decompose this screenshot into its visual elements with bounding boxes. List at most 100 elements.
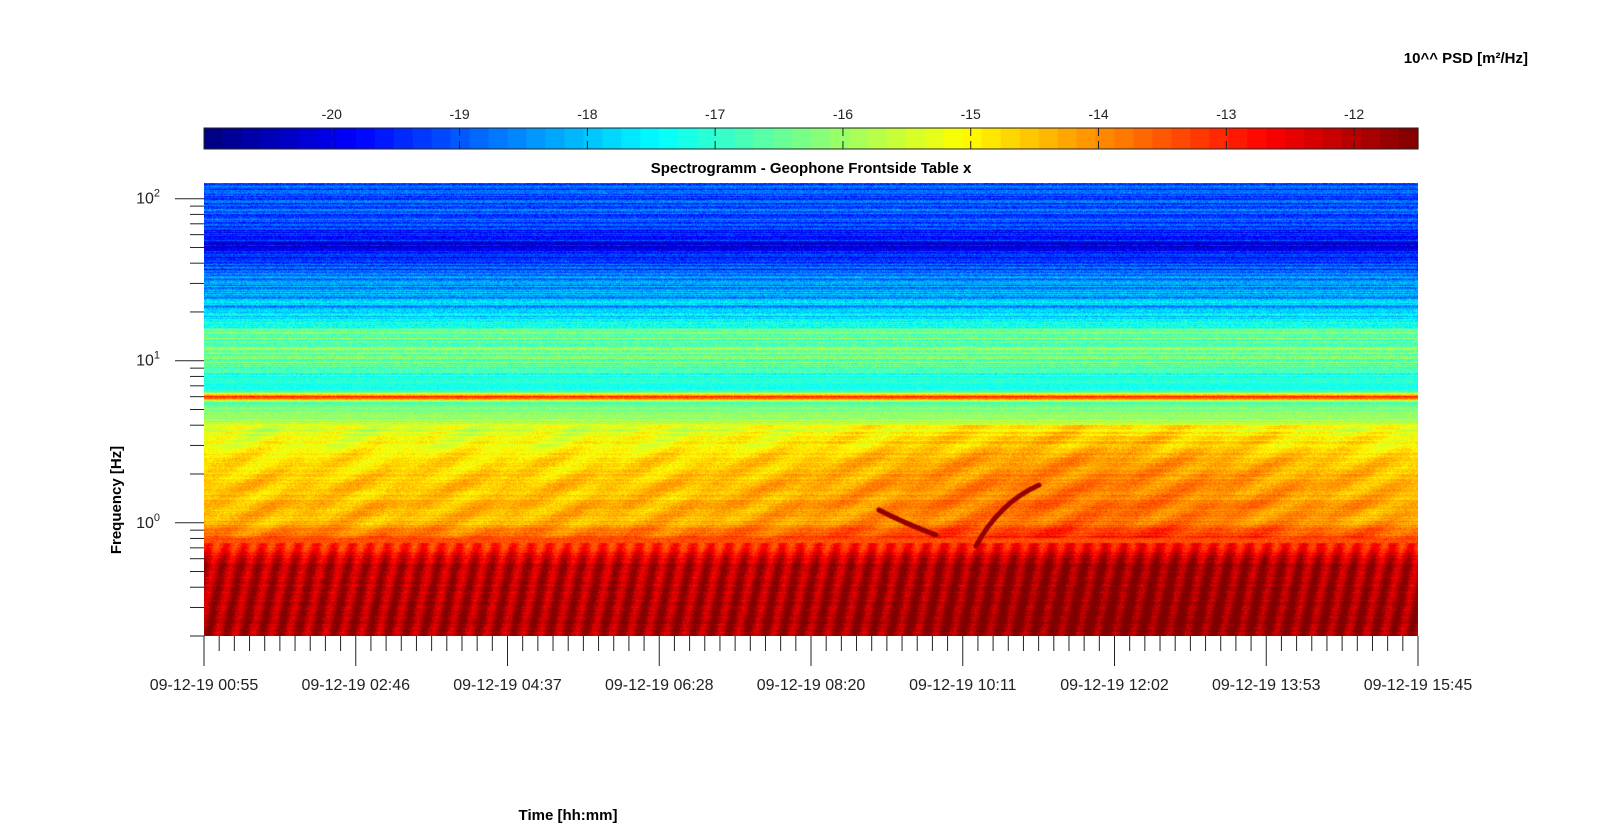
- colorbar-cell: [1342, 128, 1362, 149]
- y-axis-ticks: 102 101 100: [136, 188, 204, 532]
- x-tick-label: 09-12-19 15:45: [1364, 677, 1473, 694]
- colorbar-tick-label: -17: [705, 106, 725, 122]
- colorbar-label: 10^^ PSD [m²/Hz]: [1404, 50, 1528, 67]
- colorbar-cell: [924, 128, 945, 149]
- y-tick-label: 101: [136, 350, 160, 370]
- colorbar-cell: [678, 128, 698, 149]
- colorbar-cell: [222, 128, 243, 149]
- y-minor-ticks: [190, 205, 204, 637]
- x-axis-label: Time [hh:mm]: [519, 807, 618, 824]
- colorbar-cell: [1228, 128, 1248, 149]
- x-minor-ticks: [218, 636, 1404, 651]
- colorbar-cell: [412, 128, 433, 149]
- colorbar-cell: [507, 128, 528, 149]
- colorbar-cell: [1323, 128, 1343, 149]
- colorbar-frame: [203, 127, 1419, 150]
- chart-title: Spectrogramm - Geophone Frontside Table …: [651, 160, 972, 177]
- colorbar-cell: [583, 128, 603, 149]
- colorbar-tick-label: -19: [449, 106, 469, 122]
- colorbar-cell: [1095, 128, 1116, 149]
- colorbar-cell: [1152, 128, 1173, 149]
- y-axis-label-text: Frequency [Hz]: [108, 446, 125, 554]
- colorbar-cell: [1285, 128, 1305, 149]
- colorbar-tick-labels: -20 -19 -18 -17 -16 -15 -14 -13 -12: [322, 106, 1365, 122]
- colorbar-tick-label: -13: [1216, 106, 1236, 122]
- colorbar-cell: [829, 128, 850, 149]
- colorbar-cell: [773, 128, 793, 149]
- colorbar-cell: [1114, 128, 1135, 149]
- colorbar-ticks: [331, 128, 1355, 149]
- colorbar-cell: [981, 128, 1002, 149]
- colorbar-cell: [1399, 128, 1419, 149]
- colorbar-cell: [564, 128, 584, 149]
- colorbar-cell: [848, 128, 869, 149]
- colorbar-cell: [811, 128, 831, 149]
- colorbar-cell: [659, 128, 679, 149]
- colorbar-cell: [317, 128, 338, 149]
- colorbar-cell: [735, 128, 755, 149]
- colorbar-cell: [1380, 128, 1400, 149]
- colorbar-cell: [431, 128, 452, 149]
- x-tick-label: 09-12-19 00:55: [150, 677, 259, 694]
- colorbar-tick-label: -14: [1088, 106, 1108, 122]
- colorbar-cell: [260, 128, 281, 149]
- colorbar-cell: [886, 128, 907, 149]
- colorbar-cell: [1361, 128, 1381, 149]
- colorbar-cell: [526, 128, 547, 149]
- x-axis-ticks: 09-12-19 00:55 09-12-19 02:46 09-12-19 04:…: [150, 636, 1473, 694]
- colorbar-cell: [1247, 128, 1267, 149]
- colorbar-cell: [204, 128, 224, 149]
- colorbar-cell: [754, 128, 774, 149]
- colorbar-tick-label: -16: [833, 106, 853, 122]
- colorbar-cell: [1000, 128, 1021, 149]
- colorbar-cell: [298, 128, 319, 149]
- colorbar-cell: [1171, 128, 1191, 149]
- colorbar-cell: [697, 128, 717, 149]
- colorbar-cell: [621, 128, 641, 149]
- colorbar-cell: [545, 128, 566, 149]
- x-tick-label: 09-12-19 13:53: [1212, 677, 1321, 694]
- x-tick-label: 09-12-19 12:02: [1060, 677, 1169, 694]
- colorbar-cell: [488, 128, 509, 149]
- x-tick-label: 09-12-19 10:11: [909, 677, 1016, 694]
- colorbar-cell: [962, 128, 983, 149]
- y-tick-label: 100: [136, 512, 160, 532]
- colorbar-cell: [1019, 128, 1040, 149]
- colorbar-cell: [241, 128, 262, 149]
- x-tick-label: 09-12-19 04:37: [453, 677, 562, 694]
- colorbar-cell: [905, 128, 926, 149]
- spectrogram-heatmap: [204, 183, 1418, 636]
- colorbar-cell: [716, 128, 736, 149]
- colorbar-cell: [602, 128, 622, 149]
- colorbar-cell: [1209, 128, 1229, 149]
- colorbar-cell: [640, 128, 660, 149]
- colorbar-cell: [279, 128, 300, 149]
- x-tick-label: 09-12-19 08:20: [757, 677, 866, 694]
- colorbar-cell: [1266, 128, 1286, 149]
- y-axis-label: Frequency [Hz]: [108, 446, 125, 554]
- colorbar-cell: [867, 128, 888, 149]
- x-tick-label: 09-12-19 02:46: [301, 677, 410, 694]
- colorbar-cell: [792, 128, 812, 149]
- colorbar-cell: [943, 128, 964, 149]
- colorbar: [204, 128, 1419, 149]
- colorbar-cell: [1133, 128, 1154, 149]
- colorbar-tick-label: -12: [1344, 106, 1364, 122]
- colorbar-cell: [469, 128, 490, 149]
- colorbar-cell: [374, 128, 395, 149]
- y-tick-label: 102: [136, 188, 160, 208]
- colorbar-cell: [450, 128, 471, 149]
- colorbar-cell: [393, 128, 414, 149]
- colorbar-cell: [1304, 128, 1324, 149]
- colorbar-tick-label: -20: [322, 106, 342, 122]
- colorbar-cell: [355, 128, 376, 149]
- x-tick-label: 09-12-19 06:28: [605, 677, 714, 694]
- colorbar-tick-label: -18: [577, 106, 597, 122]
- colorbar-cell: [1038, 128, 1059, 149]
- colorbar-cell: [1057, 128, 1078, 149]
- colorbar-cell: [336, 128, 357, 149]
- spectrogram-image-area: [204, 183, 1418, 636]
- colorbar-cell: [1190, 128, 1210, 149]
- colorbar-tick-label: -15: [961, 106, 981, 122]
